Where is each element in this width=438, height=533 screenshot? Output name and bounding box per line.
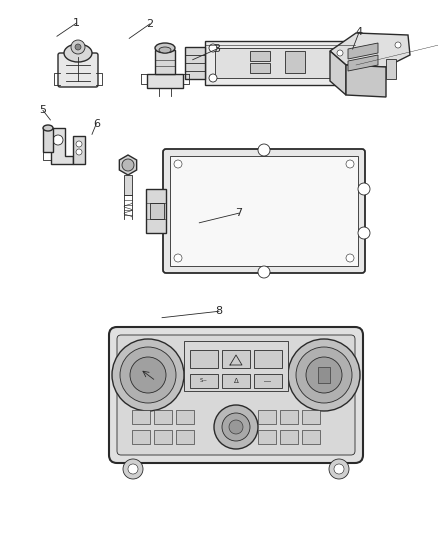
Circle shape [329,459,349,479]
Circle shape [346,254,354,262]
Circle shape [343,44,351,52]
Bar [190,350,218,368]
Polygon shape [348,43,378,59]
Bar [258,430,276,444]
FancyBboxPatch shape [117,335,355,455]
Circle shape [258,266,270,278]
Bar [154,430,172,444]
Circle shape [358,227,370,239]
Circle shape [395,42,401,48]
FancyBboxPatch shape [163,149,365,273]
Circle shape [209,74,217,82]
Circle shape [358,183,370,195]
Circle shape [76,141,82,147]
Text: 4: 4 [356,27,363,37]
Bar [386,59,396,79]
Bar [254,350,282,368]
Circle shape [130,357,166,393]
Text: 3: 3 [213,44,220,54]
Circle shape [343,74,351,82]
Text: ―: ― [265,378,272,384]
Bar [155,50,175,74]
Circle shape [53,135,63,145]
Bar [250,63,270,73]
Bar [43,128,53,152]
Bar [185,47,205,79]
Polygon shape [119,155,137,175]
Bar [285,51,305,73]
Bar [222,374,250,388]
Bar [205,41,355,85]
Bar [258,410,276,424]
Ellipse shape [155,43,175,53]
Bar [254,374,282,388]
Bar [318,367,330,383]
Bar [176,410,194,424]
Bar [124,175,132,195]
FancyBboxPatch shape [58,53,98,87]
Text: S~: S~ [200,378,208,384]
Circle shape [296,347,352,403]
Bar [302,430,320,444]
Ellipse shape [43,125,53,131]
Circle shape [288,339,360,411]
Bar [184,341,288,391]
Circle shape [306,357,342,393]
Ellipse shape [64,44,92,62]
Bar [146,189,166,233]
Circle shape [76,149,82,155]
Text: 2: 2 [146,19,153,29]
Circle shape [214,405,258,449]
Bar [154,410,172,424]
Bar [170,156,358,266]
Bar [147,74,183,88]
Text: 7: 7 [235,208,242,218]
Text: 6: 6 [93,119,100,128]
Circle shape [128,464,138,474]
Text: 1: 1 [73,18,80,28]
Bar [302,410,320,424]
Circle shape [120,347,176,403]
Bar [222,350,250,368]
Text: 8: 8 [215,306,223,316]
Bar [73,136,85,164]
Circle shape [75,44,81,50]
Ellipse shape [159,47,171,53]
Bar [176,430,194,444]
Circle shape [222,413,250,441]
Circle shape [337,50,343,56]
Text: 5: 5 [39,106,46,115]
Polygon shape [51,128,73,164]
Bar [132,430,150,444]
Circle shape [112,339,184,411]
Circle shape [229,420,243,434]
Bar [355,51,371,75]
Circle shape [209,44,217,52]
Bar [280,430,298,444]
Polygon shape [348,55,378,71]
Circle shape [122,159,134,171]
Polygon shape [346,65,386,97]
Circle shape [174,254,182,262]
Circle shape [334,464,344,474]
Bar [250,51,270,61]
Bar [280,410,298,424]
Circle shape [71,40,85,54]
Polygon shape [330,51,346,95]
FancyBboxPatch shape [109,327,363,463]
Bar [150,203,164,219]
Circle shape [123,459,143,479]
Bar [132,410,150,424]
Bar [215,48,345,78]
Text: Δ: Δ [233,378,238,384]
Circle shape [174,160,182,168]
Polygon shape [330,33,410,67]
Circle shape [346,160,354,168]
Bar [190,374,218,388]
Circle shape [258,144,270,156]
